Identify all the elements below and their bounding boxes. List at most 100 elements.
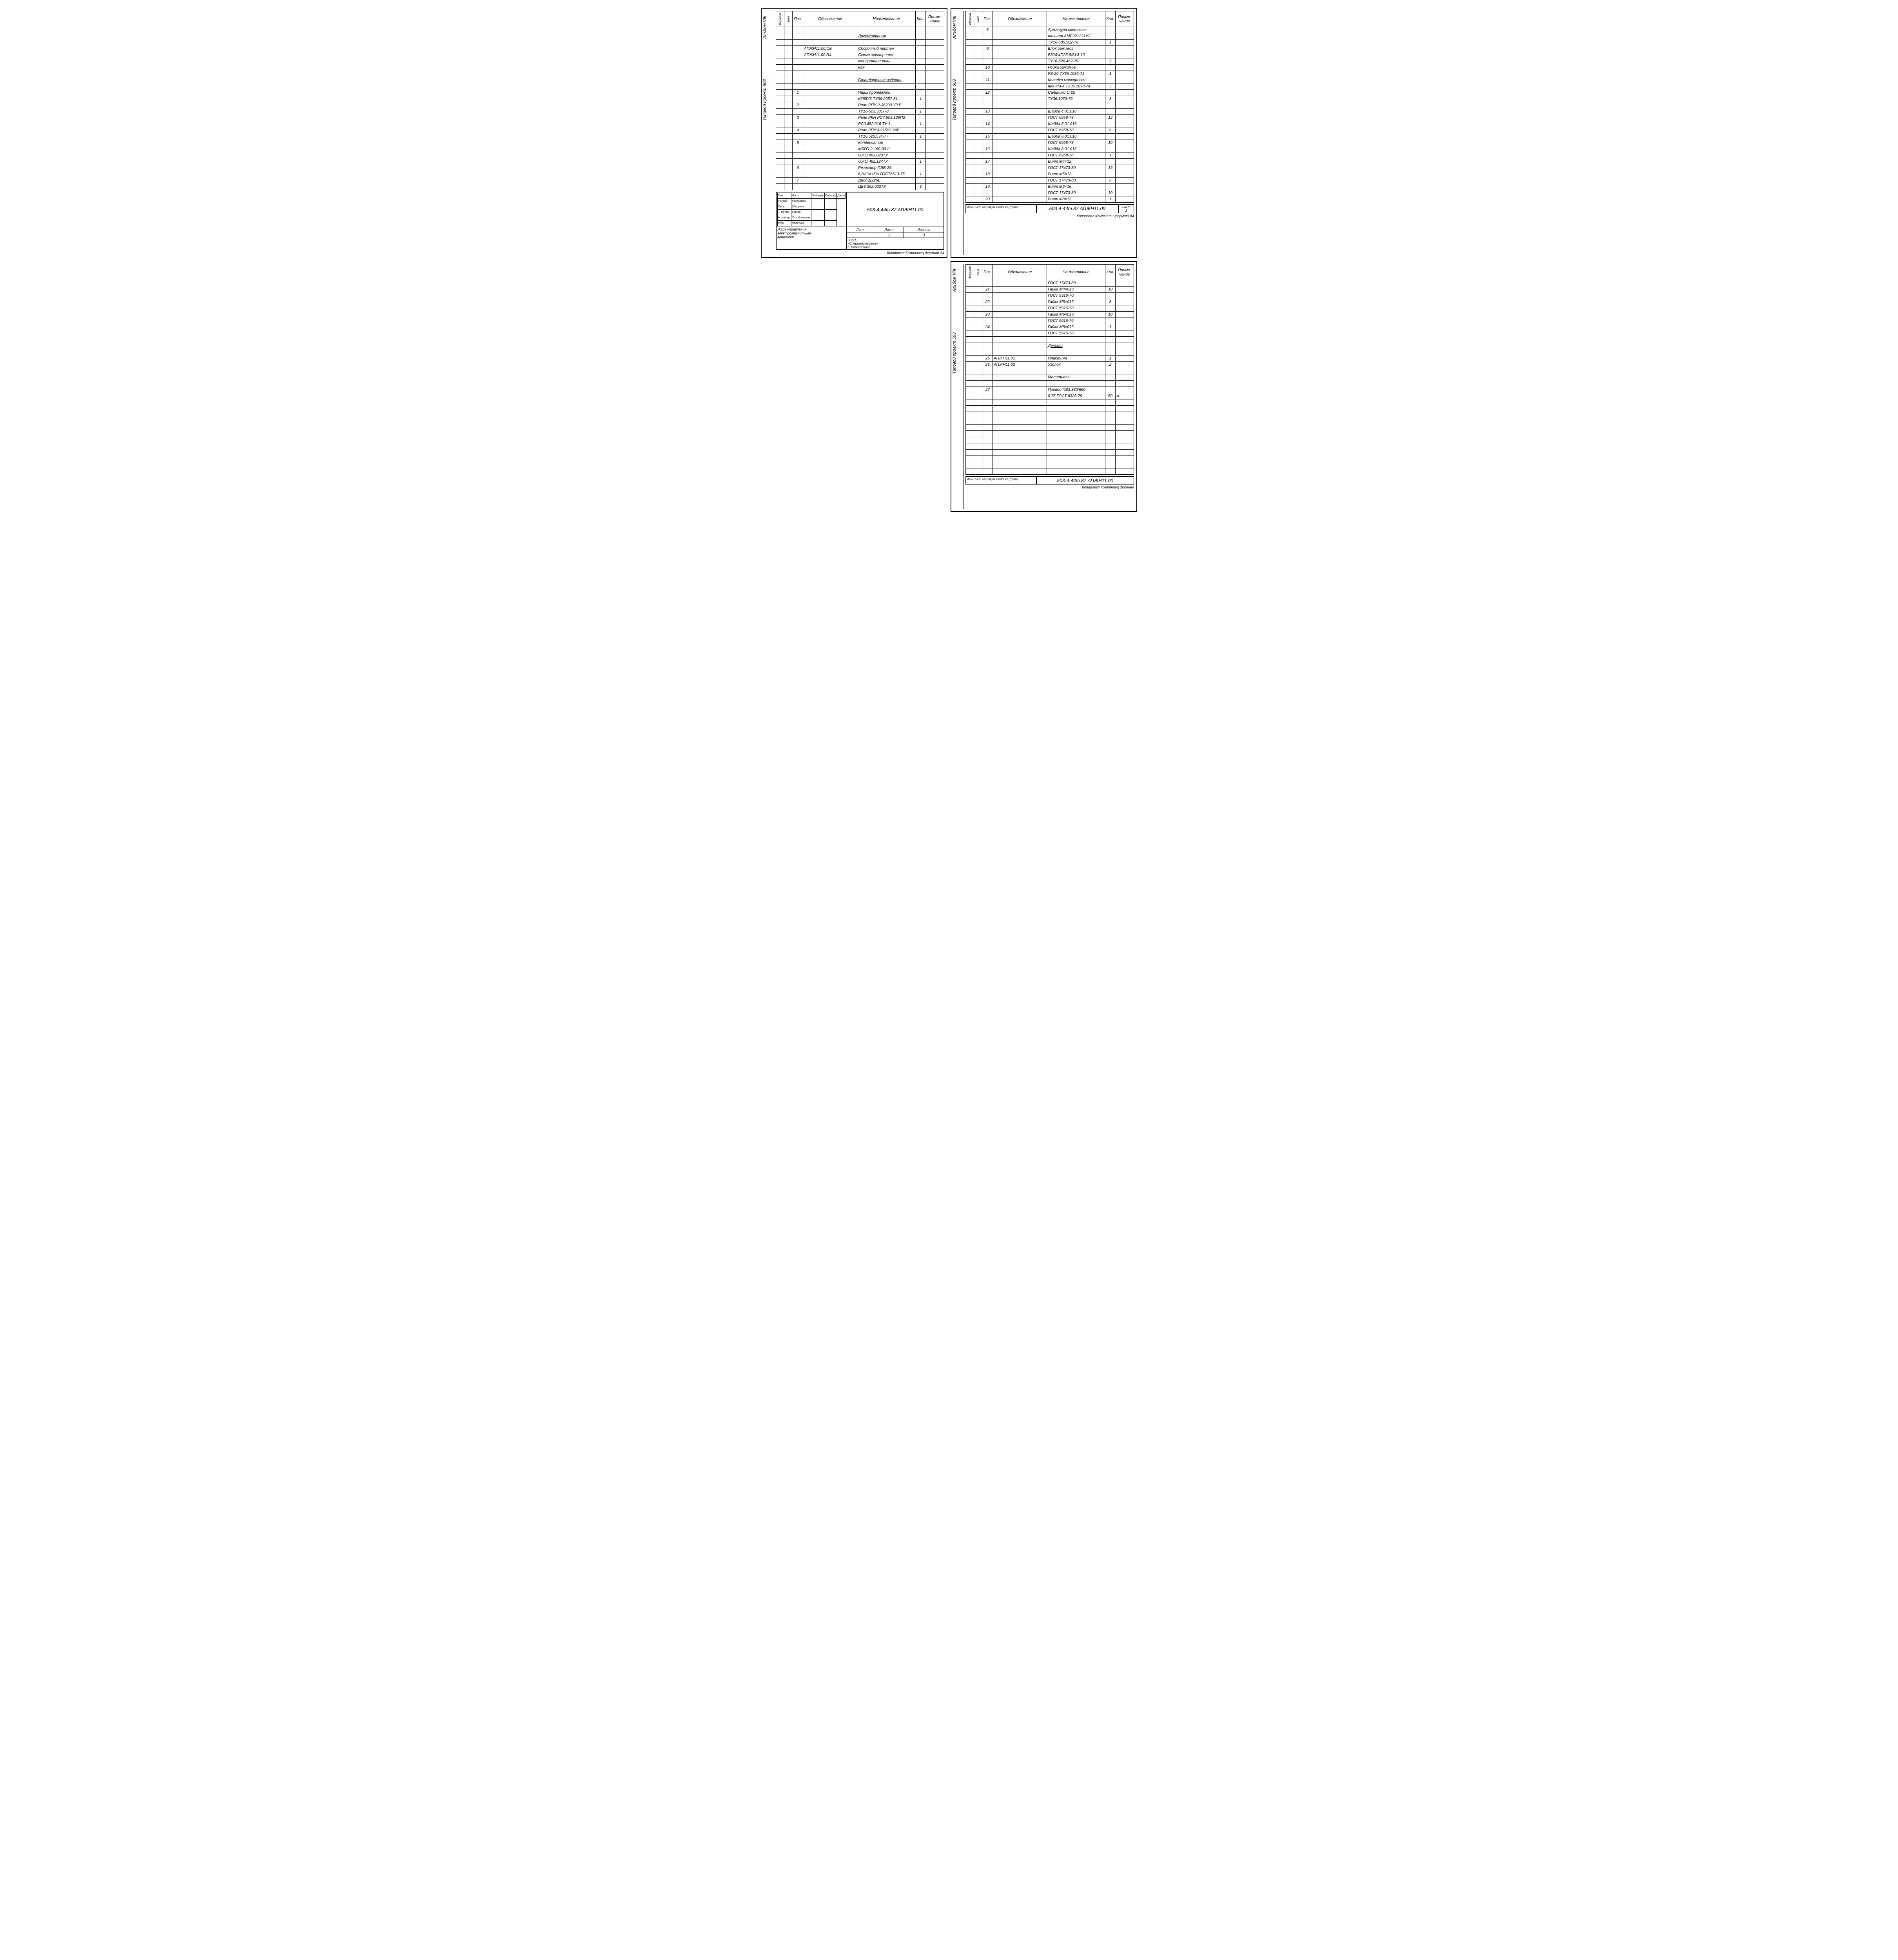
table-row [776,27,944,33]
cell-pos: 19 [982,184,993,190]
table-row: 13Шайба 4.01.016 [966,109,1134,115]
cell-zone [974,33,982,40]
side-strip [768,11,774,255]
page: Альбом VIII Типовой проект 503 Формат Зо… [761,8,1137,512]
cell-note [1116,184,1134,190]
cell-format [966,406,974,412]
cell-name [1047,443,1105,450]
table-row: ГОСТ 6958-7810 [966,140,1134,146]
cell-note [1116,40,1134,46]
cell-note [1116,71,1134,77]
cell-format [776,115,784,121]
cell-designation [993,52,1047,58]
cell-name: Шайба 8.01.016 [1047,146,1105,152]
cell-name [1047,450,1105,456]
cell-zone [784,46,793,52]
cell-pos: 25 [982,356,993,362]
cell-zone [974,65,982,71]
cell-name [1047,368,1105,374]
cell-zone [974,115,982,121]
cell-pos [982,71,993,77]
cell-designation [993,102,1047,109]
cell-name: Конденсатор [857,140,916,146]
cell-note [926,127,944,134]
cell-name: ная КМ-4 ТУ36.1078-74 [1047,83,1105,90]
cell-name: ГОСТ 6958-78 [1047,152,1105,159]
cell-name: Шайба 5.01.016 [1047,121,1105,127]
cell-pos: 22 [982,299,993,305]
cell-qty [916,140,926,146]
cell-qty [1105,90,1116,96]
cell-designation [993,456,1047,462]
cell-format [966,127,974,134]
cell-pos: 27 [982,387,993,393]
cell-format [966,468,974,475]
cell-qty [1105,121,1116,127]
cell-pos [793,71,803,77]
footer-docnum-2: 503-4-44m.87 АПЖН11.00 [1036,205,1118,213]
cell-name: нальная АМЕ321221У2 [1047,33,1105,40]
cell-designation [993,190,1047,196]
cell-zone [784,152,793,159]
cell-zone [784,121,793,127]
table-row: 19Винт М6×16 [966,184,1134,190]
cell-designation [993,65,1047,71]
col-zone: Зона [784,11,793,27]
cell-designation [993,40,1047,46]
cell-zone [974,431,982,437]
table-row [966,468,1134,475]
cell-format [966,109,974,115]
cell-pos: 1 [793,90,803,96]
cell-format [776,146,784,152]
cell-designation [993,121,1047,127]
cell-designation [803,83,857,90]
cell-qty [1105,146,1116,152]
col-format: Формат [776,11,784,27]
cell-pos: 4 [793,127,803,134]
cell-qty [916,40,926,46]
cell-zone [974,178,982,184]
cell-pos: 23 [982,312,993,318]
cell-zone [974,374,982,381]
cell-zone [974,90,982,96]
col-designation: Обозначение [803,11,857,27]
cell-note [926,65,944,71]
cell-zone [974,293,982,299]
cell-note [1116,305,1134,312]
cell-designation [993,299,1047,305]
cell-name: ГОСТ 5916-70 [1047,305,1105,312]
cell-note [1116,299,1134,305]
cell-note [1116,312,1134,318]
table-row [966,337,1134,343]
list-label: Лист [874,227,904,232]
cell-pos [982,431,993,437]
signer-cell: Утв. [778,221,791,226]
cell-designation: АПЖН11.00.СБ [803,46,857,52]
spec-table-2: Формат Зона Поз. Обозначение Наименовани… [965,11,1134,203]
cell-pos [793,65,803,71]
cell-zone [974,368,982,374]
cell-pos [982,349,993,356]
cell-qty: 1 [1105,196,1116,203]
cell-pos: 7 [793,178,803,184]
cell-zone [784,127,793,134]
cell-designation [803,140,857,146]
cell-qty [1105,184,1116,190]
cell-zone [784,102,793,109]
cell-name: 6,8кОм±5% ГОСТ6513-75 [857,171,916,178]
table-row: К655У3 ТУ36-2057-811 [776,96,944,102]
cell-name: ГОСТ 5916-70 [1047,293,1105,299]
cell-qty: 10 [1105,190,1116,196]
footer-list-n: 2 [1120,209,1133,212]
footer-3: Изм Лист № докум Подпись Дата 503-4-44m.… [965,476,1134,485]
cell-zone [974,330,982,337]
cell-pos [793,146,803,152]
table-row: 8Арматура светосиг- [966,27,1134,33]
cell-pos [982,115,993,121]
cell-format [966,178,974,184]
list-n: 1 [874,232,904,238]
cell-note [1116,337,1134,343]
cell-format [966,165,974,171]
bottom-note-1: Копировал Компаниец формат А4 [776,251,944,255]
cell-note [926,90,944,96]
